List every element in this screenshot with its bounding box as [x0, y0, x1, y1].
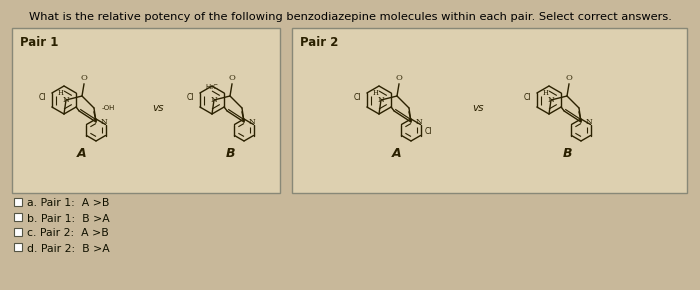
Text: vs: vs — [473, 103, 484, 113]
Text: Cl: Cl — [524, 93, 531, 102]
Text: O: O — [395, 74, 402, 82]
Text: H: H — [373, 89, 379, 97]
Text: N: N — [586, 118, 593, 126]
Text: B: B — [225, 147, 234, 160]
Text: H: H — [543, 89, 549, 97]
Text: Pair 1: Pair 1 — [20, 36, 58, 49]
Text: N: N — [62, 96, 69, 104]
Text: c. Pair 2:  A >B: c. Pair 2: A >B — [27, 229, 108, 238]
Text: -OH: -OH — [102, 105, 116, 111]
Bar — [14, 213, 22, 221]
Text: N: N — [547, 96, 554, 104]
Bar — [14, 243, 22, 251]
Text: N: N — [377, 96, 384, 104]
Text: What is the relative potency of the following benzodiazepine molecules within ea: What is the relative potency of the foll… — [29, 12, 671, 22]
Text: Pair 2: Pair 2 — [300, 36, 338, 49]
Text: Cl: Cl — [424, 128, 432, 137]
Text: Cl: Cl — [186, 93, 194, 102]
Bar — [14, 228, 22, 236]
Text: B: B — [562, 147, 572, 160]
Text: b. Pair 1:  B >A: b. Pair 1: B >A — [27, 213, 110, 224]
Text: H₃C: H₃C — [206, 84, 218, 90]
Text: A: A — [77, 147, 87, 160]
Text: Cl: Cl — [354, 93, 361, 102]
Text: N: N — [249, 118, 256, 126]
Text: N: N — [211, 96, 218, 104]
Text: N: N — [416, 118, 423, 126]
Text: O: O — [229, 74, 235, 82]
Text: vs: vs — [153, 103, 164, 113]
Text: Cl: Cl — [38, 93, 46, 102]
Text: N: N — [101, 118, 108, 126]
FancyBboxPatch shape — [12, 28, 280, 193]
FancyBboxPatch shape — [292, 28, 687, 193]
Text: O: O — [80, 74, 88, 82]
Text: H: H — [58, 89, 64, 97]
Text: d. Pair 2:  B >A: d. Pair 2: B >A — [27, 244, 110, 253]
Text: A: A — [392, 147, 402, 160]
Text: a. Pair 1:  A >B: a. Pair 1: A >B — [27, 198, 109, 209]
Bar — [14, 198, 22, 206]
Text: O: O — [566, 74, 573, 82]
